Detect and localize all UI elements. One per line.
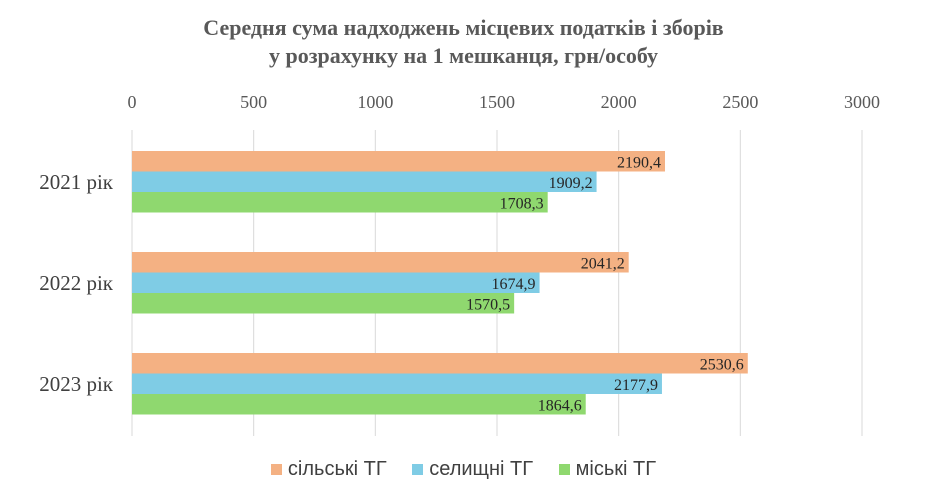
data-label: 1570,5 <box>466 296 510 313</box>
category-label: 2021 рік <box>39 170 114 194</box>
legend-item-settlement: селищні ТГ <box>412 458 533 481</box>
bar <box>132 252 629 273</box>
data-label: 1674,9 <box>492 276 536 293</box>
chart-title-line-1: Середня сума надходжень місцевих податкі… <box>203 15 724 40</box>
bar <box>132 394 586 415</box>
legend-swatch-settlement <box>412 464 424 475</box>
chart-legend: сільські ТГ селищні ТГ міські ТГ <box>0 458 927 481</box>
legend-swatch-rural <box>270 464 282 475</box>
chart-title-line-2: у розрахунку на 1 мешканця, грн/особу <box>268 43 659 68</box>
bar <box>132 272 540 293</box>
category-label: 2023 рік <box>39 372 114 396</box>
x-tick-label: 1000 <box>357 92 393 112</box>
x-tick-label: 2000 <box>601 92 637 112</box>
data-label: 2041,2 <box>581 255 625 272</box>
bar <box>132 353 748 374</box>
bar <box>132 192 548 213</box>
bar <box>132 171 597 192</box>
data-label: 2190,4 <box>617 154 661 171</box>
data-label: 2530,6 <box>700 356 744 373</box>
chart-title: Середня сума надходжень місцевих податкі… <box>0 14 927 70</box>
x-tick-label: 0 <box>128 92 137 112</box>
legend-label-urban: міські ТГ <box>575 458 657 480</box>
data-label: 1864,6 <box>538 397 582 414</box>
legend-item-urban: міські ТГ <box>558 458 657 481</box>
legend-item-rural: сільські ТГ <box>270 458 387 481</box>
category-label: 2022 рік <box>39 271 114 295</box>
data-label: 1708,3 <box>500 195 544 212</box>
legend-label-settlement: селищні ТГ <box>429 458 534 480</box>
data-label: 1909,2 <box>549 175 593 192</box>
x-tick-label: 2500 <box>722 92 758 112</box>
x-tick-label: 500 <box>240 92 267 112</box>
x-tick-label: 3000 <box>844 92 880 112</box>
legend-label-rural: сільські ТГ <box>287 458 387 480</box>
bar <box>132 151 665 172</box>
data-label: 2177,9 <box>614 377 658 394</box>
legend-swatch-urban <box>558 464 570 475</box>
bar <box>132 293 515 314</box>
x-tick-label: 1500 <box>479 92 515 112</box>
bar <box>132 373 662 394</box>
